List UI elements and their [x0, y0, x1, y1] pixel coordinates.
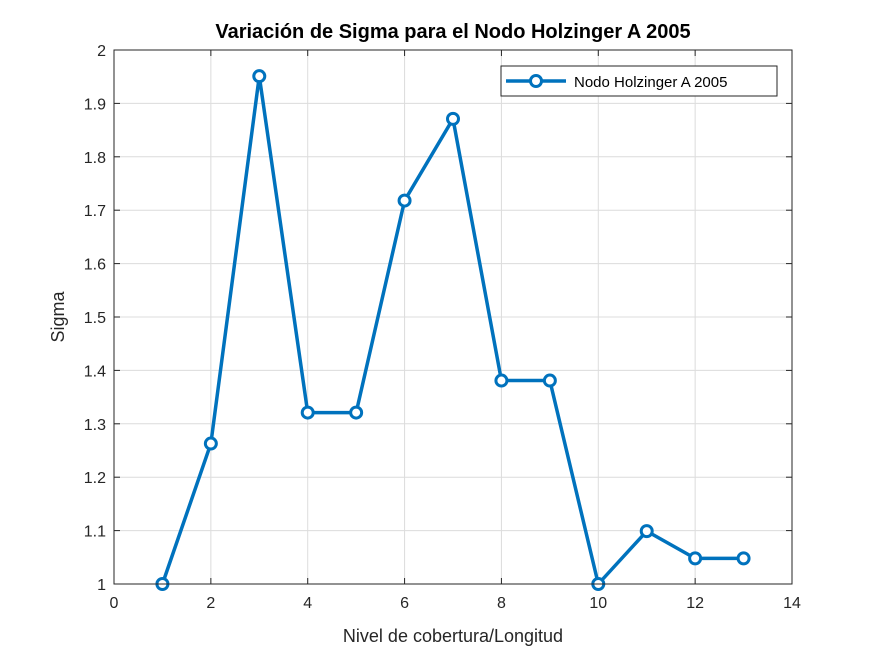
y-tick-label: 1.7: [84, 203, 106, 220]
data-point: [639, 524, 654, 539]
data-point: [252, 69, 267, 84]
series-layer: [155, 69, 751, 591]
data-point: [300, 405, 315, 420]
plot-frame: [113, 49, 793, 585]
data-point: [494, 373, 509, 388]
ticks-layer: 0 2 4 6 8 10 12 14 1 1.1 1.2 1.3 1.4 1.5 1.6 1.7 1.8 1.9 2: [84, 43, 801, 612]
y-tick-label: 1.3: [84, 417, 106, 434]
legend-label: Nodo Holzinger A 2005: [574, 74, 727, 91]
y-tick-label: 1.9: [84, 96, 106, 113]
y-tick-label: 2: [97, 43, 106, 60]
y-tick-label: 1.5: [84, 310, 106, 327]
data-point: [349, 405, 364, 420]
x-tick-label: 12: [686, 595, 704, 612]
y-tick-label: 1.1: [84, 524, 106, 541]
data-point: [688, 551, 703, 566]
data-point: [542, 373, 557, 388]
x-axis-label: Nivel de cobertura/Longitud: [343, 626, 563, 646]
legend-marker: [529, 74, 543, 88]
x-tick-label: 6: [400, 595, 409, 612]
x-tick-label: 4: [303, 595, 312, 612]
x-tick-label: 0: [110, 595, 119, 612]
data-point: [736, 551, 751, 566]
y-tick-label: 1.6: [84, 257, 106, 274]
data-point: [203, 436, 218, 451]
x-tick-label: 8: [497, 595, 506, 612]
x-tick-label: 14: [783, 595, 801, 612]
data-point: [446, 111, 460, 126]
data-point: [397, 193, 412, 208]
y-tick-label: 1.8: [84, 150, 106, 167]
y-tick-label: 1.2: [84, 470, 106, 487]
x-tick-label: 2: [206, 595, 215, 612]
y-tick-label: 1: [97, 577, 106, 594]
y-axis-label: Sigma: [48, 291, 68, 343]
y-tick-label: 1.4: [84, 363, 106, 380]
x-tick-label: 10: [589, 595, 607, 612]
legend: Nodo Holzinger A 2005: [500, 65, 778, 97]
chart-title: Variación de Sigma para el Nodo Holzinge…: [215, 21, 690, 43]
